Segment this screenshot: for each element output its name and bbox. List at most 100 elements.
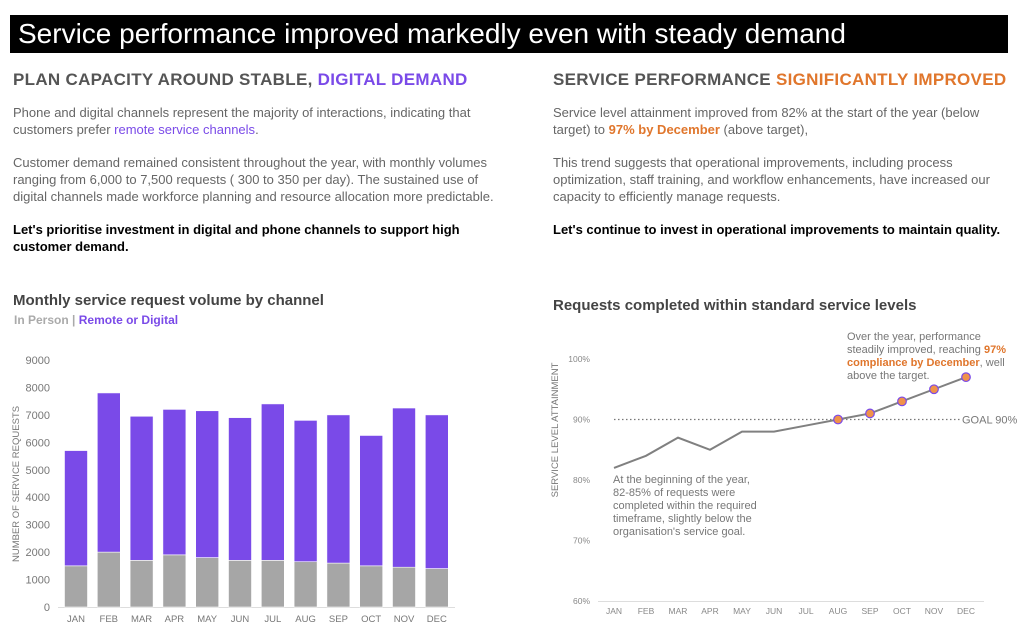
data-point-aug xyxy=(833,414,843,425)
x-tick-label: AUG xyxy=(295,614,316,625)
right-call-to-action: Let's continue to invest in operational … xyxy=(553,222,1001,237)
bar-in-person-feb xyxy=(97,551,121,608)
y-tick-label: 100% xyxy=(568,354,590,364)
x-tick-label: SEP xyxy=(329,614,348,625)
x-tick-label: DEC xyxy=(957,606,975,616)
right-paragraph-1: Service level attainment improved from 8… xyxy=(553,104,1013,138)
line-chart-title: Requests completed within standard servi… xyxy=(553,297,917,314)
x-tick-label: JAN xyxy=(606,606,622,616)
y-tick-label: 0 xyxy=(44,602,50,614)
text: . xyxy=(255,122,259,137)
start-annotation: At the beginning of the year, 82-85% of … xyxy=(613,474,757,538)
x-tick-label: AUG xyxy=(829,606,847,616)
x-tick-label: APR xyxy=(165,614,185,625)
end-annotation: Over the year, performance steadily impr… xyxy=(847,331,1017,383)
text: Over the year, performance steadily impr… xyxy=(847,331,984,356)
bar-remote-digital-mar xyxy=(129,415,154,561)
y-tick-label: 80% xyxy=(573,475,590,485)
data-point-dec xyxy=(961,372,971,383)
bar-remote-digital-may xyxy=(195,410,219,558)
page-title: Service performance improved markedly ev… xyxy=(10,15,1008,53)
x-tick-label: MAR xyxy=(131,614,152,625)
bar-chart-legend: In Person | Remote or Digital xyxy=(14,313,178,327)
bar-remote-digital-feb xyxy=(97,392,121,553)
x-tick-label: NOV xyxy=(394,614,415,625)
bar-remote-digital-apr xyxy=(162,409,187,556)
bar-in-person-jun xyxy=(228,560,252,608)
legend-remote-digital: Remote or Digital xyxy=(78,313,179,327)
x-tick-label: JUL xyxy=(264,614,281,625)
x-tick-label: JUL xyxy=(798,606,813,616)
data-point-oct xyxy=(897,396,907,407)
accent-text: 97% by December xyxy=(608,122,720,137)
goal-label: GOAL 90% xyxy=(962,415,1017,427)
bar-in-person-nov xyxy=(392,566,416,608)
y-tick-label: 9000 xyxy=(26,355,50,367)
x-tick-label: MAR xyxy=(669,606,688,616)
data-point-sep xyxy=(865,408,875,419)
bar-in-person-apr xyxy=(162,554,187,608)
bar-remote-digital-oct xyxy=(359,435,384,567)
bar-in-person-sep xyxy=(326,562,351,608)
left-heading-plain: PLAN CAPACITY AROUND STABLE, xyxy=(13,70,318,89)
left-paragraph-2: Customer demand remained consistent thro… xyxy=(13,155,494,204)
y-tick-label: 1000 xyxy=(26,575,50,587)
data-point-nov xyxy=(929,384,939,395)
x-tick-label: APR xyxy=(701,606,718,616)
y-tick-label: 4000 xyxy=(26,492,50,504)
x-tick-label: MAY xyxy=(733,606,751,616)
x-tick-label: SEP xyxy=(861,606,878,616)
right-paragraph-2: This trend suggests that operational imp… xyxy=(553,155,990,204)
left-paragraph-1: Phone and digital channels represent the… xyxy=(13,104,503,138)
x-tick-label: FEB xyxy=(638,606,655,616)
y-tick-label: 5000 xyxy=(26,465,50,477)
bar-in-person-aug xyxy=(293,561,318,608)
y-tick-label: 90% xyxy=(573,415,590,425)
text: (above target), xyxy=(719,122,809,137)
x-tick-label: MAY xyxy=(197,614,218,625)
x-tick-label: OCT xyxy=(361,614,381,625)
y-tick-label: 60% xyxy=(573,596,590,606)
bar-remote-digital-aug xyxy=(293,420,318,563)
y-tick-label: 6000 xyxy=(26,437,50,449)
accent-text: 97% compliance by December xyxy=(847,344,1006,369)
x-tick-label: JUN xyxy=(231,614,250,625)
accent-text: remote service channels xyxy=(114,122,256,137)
left-heading-accent: DIGITAL DEMAND xyxy=(317,70,468,89)
x-tick-label: JUN xyxy=(766,606,783,616)
bar-remote-digital-sep xyxy=(326,414,351,564)
right-panel: SERVICE PERFORMANCE SIGNIFICANTLY IMPROV… xyxy=(553,70,1013,254)
left-panel: PLAN CAPACITY AROUND STABLE, DIGITAL DEM… xyxy=(13,70,503,271)
y-tick-label: 7000 xyxy=(26,410,50,422)
bar-chart-title: Monthly service request volume by channe… xyxy=(13,292,324,309)
y-tick-label: 8000 xyxy=(26,382,50,394)
legend-separator: | xyxy=(72,313,76,327)
left-call-to-action: Let's prioritise investment in digital a… xyxy=(13,222,460,254)
text: Phone and digital channels represent the… xyxy=(13,105,471,137)
bar-in-person-dec xyxy=(424,568,449,608)
bar-in-person-jan xyxy=(64,565,88,608)
right-heading-plain: SERVICE PERFORMANCE xyxy=(553,70,776,89)
y-tick-label: 70% xyxy=(573,536,590,546)
left-heading: PLAN CAPACITY AROUND STABLE, DIGITAL DEM… xyxy=(13,70,503,90)
right-heading: SERVICE PERFORMANCE SIGNIFICANTLY IMPROV… xyxy=(553,70,1013,90)
y-tick-label: 3000 xyxy=(26,520,50,532)
bar-remote-digital-nov xyxy=(392,407,416,568)
bar-remote-digital-jul xyxy=(260,403,285,561)
y-axis-label: NUMBER OF SERVICE REQUESTS xyxy=(11,406,22,562)
x-tick-label: NOV xyxy=(925,606,944,616)
x-tick-label: JAN xyxy=(67,614,85,625)
bar-in-person-mar xyxy=(129,560,154,608)
x-tick-label: DEC xyxy=(427,614,447,625)
right-heading-accent: SIGNIFICANTLY IMPROVED xyxy=(775,70,1007,89)
x-tick-label: FEB xyxy=(100,614,118,625)
y-axis-label: SERVICE LEVEL ATTAINMENT xyxy=(550,362,561,497)
bar-in-person-may xyxy=(195,557,219,608)
bar-remote-digital-jan xyxy=(64,450,88,567)
text: Service level attainment improved from 8… xyxy=(553,105,980,137)
legend-in-person: In Person xyxy=(14,313,69,327)
text: , well above the target. xyxy=(847,357,1005,382)
y-tick-label: 2000 xyxy=(26,547,50,559)
bar-remote-digital-dec xyxy=(424,414,449,569)
